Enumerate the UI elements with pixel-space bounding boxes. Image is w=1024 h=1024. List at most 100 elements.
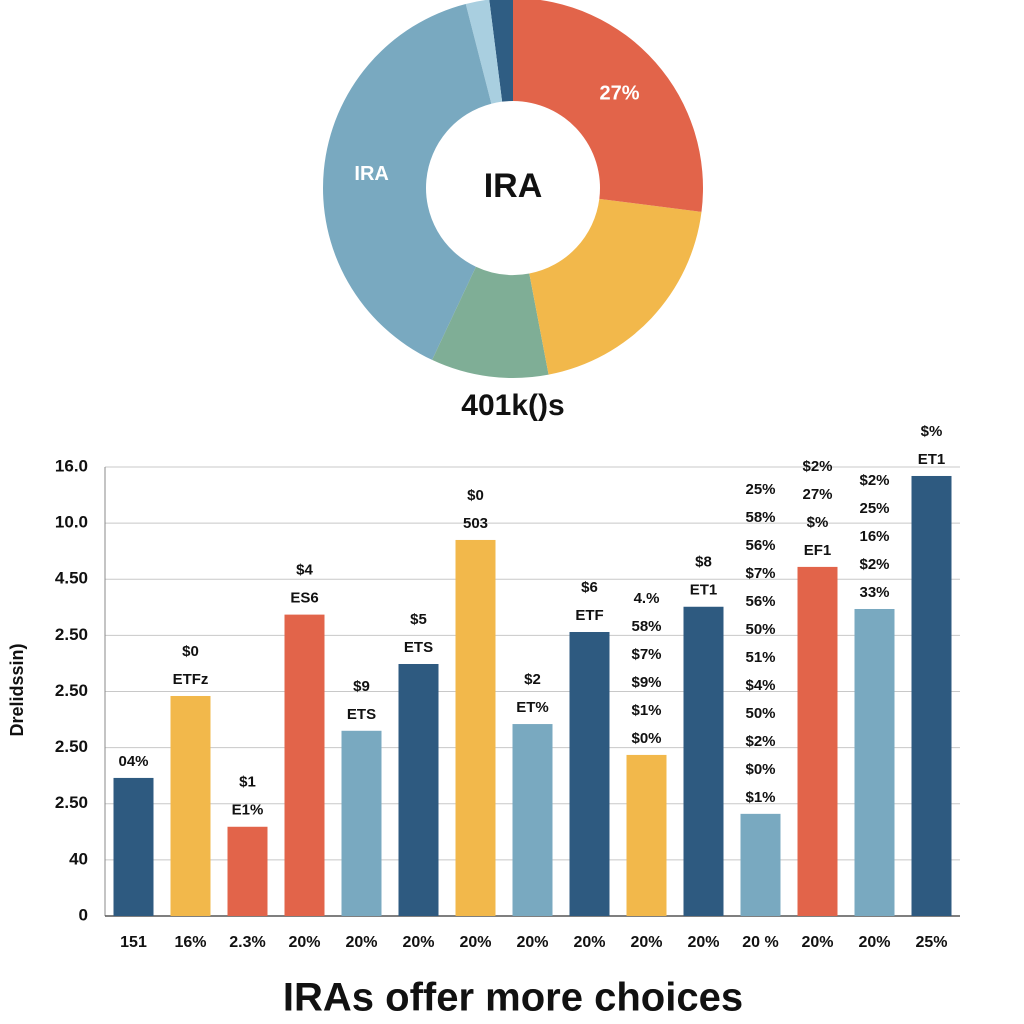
y-tick-label: 10.0 bbox=[55, 513, 88, 532]
bar-annotation: $2% bbox=[859, 556, 889, 573]
bar bbox=[740, 813, 781, 916]
bar-annotation: EF1 bbox=[804, 542, 832, 559]
bar-annotation: $7% bbox=[631, 646, 661, 663]
x-tick-label: 20% bbox=[687, 934, 719, 951]
bar-annotation: 51% bbox=[745, 649, 775, 666]
bar bbox=[911, 475, 952, 916]
bar-annotation: $2% bbox=[745, 733, 775, 750]
bar-annotation: 58% bbox=[745, 509, 775, 526]
bar-annotation: 50% bbox=[745, 621, 775, 638]
x-tick-label: 20 % bbox=[742, 934, 778, 951]
x-tick-label: 16% bbox=[174, 934, 206, 951]
bar-annotation: ETS bbox=[404, 639, 433, 656]
y-tick-label: 2.50 bbox=[55, 793, 88, 812]
x-tick-label: 2.3% bbox=[229, 934, 265, 951]
x-tick-label: 20% bbox=[402, 934, 434, 951]
y-tick-label: 0 bbox=[79, 905, 88, 924]
bar bbox=[455, 539, 496, 916]
donut-caption: 401k()s bbox=[461, 389, 564, 422]
x-tick-label: 151 bbox=[120, 934, 147, 951]
x-tick-label: 20% bbox=[630, 934, 662, 951]
bar-annotation: 33% bbox=[859, 584, 889, 601]
bar bbox=[113, 777, 154, 916]
bar bbox=[797, 566, 838, 916]
bar bbox=[569, 632, 610, 916]
bar-annotation: ETFz bbox=[173, 671, 209, 688]
bar-annotation: $% bbox=[807, 514, 829, 531]
donut-center-label: IRA bbox=[484, 167, 543, 205]
bar-annotation: 16% bbox=[859, 528, 889, 545]
x-tick-label: 20% bbox=[858, 934, 890, 951]
bar-annotation: $1% bbox=[631, 702, 661, 719]
y-tick-label: 2.50 bbox=[55, 737, 88, 756]
donut-slice bbox=[465, 0, 503, 104]
x-tick-label: 20% bbox=[801, 934, 833, 951]
bar bbox=[683, 606, 724, 916]
x-tick-label: 20% bbox=[459, 934, 491, 951]
bar-annotation: ET1 bbox=[690, 582, 718, 599]
bar-annotation: $2% bbox=[859, 472, 889, 489]
bar-annotation: $9% bbox=[631, 674, 661, 691]
bar-annotation: $9 bbox=[353, 678, 370, 695]
x-tick-label: 25% bbox=[915, 934, 947, 951]
bar-annotation: $1% bbox=[745, 789, 775, 806]
y-tick-label: 2.50 bbox=[55, 625, 88, 644]
bar bbox=[854, 608, 895, 916]
bar-annotation: 4.% bbox=[634, 590, 660, 607]
y-tick-label: 40 bbox=[69, 849, 88, 868]
bar-annotation: 27% bbox=[802, 486, 832, 503]
bar-annotation: $8 bbox=[695, 554, 712, 571]
bar bbox=[398, 663, 439, 916]
bar-annotation: 58% bbox=[631, 618, 661, 635]
bar-annotation: ETS bbox=[347, 706, 376, 723]
x-tick-label: 20% bbox=[573, 934, 605, 951]
bar-annotation: $4% bbox=[745, 677, 775, 694]
bar-annotation: 50% bbox=[745, 705, 775, 722]
bar-annotation: 503 bbox=[463, 515, 488, 532]
slice-label: 27% bbox=[600, 82, 640, 104]
bar-annotation: $2 bbox=[524, 671, 541, 688]
donut-slice bbox=[322, 3, 492, 360]
donut-slice bbox=[529, 198, 702, 375]
bar-annotation: E1% bbox=[232, 802, 264, 819]
bar-annotation: 56% bbox=[745, 537, 775, 554]
bar-annotation: $1 bbox=[239, 774, 256, 791]
bar-annotation: $0 bbox=[182, 643, 199, 660]
donut-slice bbox=[513, 0, 703, 212]
bar-annotation: $2% bbox=[802, 458, 832, 475]
bar-annotation: ES6 bbox=[290, 590, 318, 607]
x-tick-label: 20% bbox=[345, 934, 377, 951]
bar-annotation: ET1 bbox=[918, 451, 946, 468]
bar-annotation: $6 bbox=[581, 579, 598, 596]
bar-annotation: 04% bbox=[118, 753, 148, 770]
donut-slice bbox=[489, 0, 513, 102]
bar-annotation: 25% bbox=[859, 500, 889, 517]
bar bbox=[284, 614, 325, 916]
bar bbox=[341, 730, 382, 916]
bar-annotation: 56% bbox=[745, 593, 775, 610]
chart-title: IRAs offer more choices bbox=[283, 976, 743, 1020]
slice-label: IRA bbox=[354, 163, 388, 185]
bar-annotation: $0% bbox=[745, 761, 775, 778]
bar bbox=[626, 754, 667, 916]
bar-annotation: $0 bbox=[467, 487, 484, 504]
x-tick-label: 20% bbox=[516, 934, 548, 951]
bar-annotation: $4 bbox=[296, 562, 313, 579]
bar-annotation: ETF bbox=[575, 607, 603, 624]
y-tick-label: 16.0 bbox=[55, 456, 88, 475]
bar-annotation: $0% bbox=[631, 730, 661, 747]
x-tick-label: 20% bbox=[288, 934, 320, 951]
donut-slice bbox=[432, 266, 549, 379]
y-axis-title: Drelidssin) bbox=[7, 643, 27, 736]
bar bbox=[227, 826, 268, 916]
y-tick-label: 2.50 bbox=[55, 681, 88, 700]
bar-annotation: 25% bbox=[745, 481, 775, 498]
bar-annotation: $7% bbox=[745, 565, 775, 582]
bar-annotation: $% bbox=[921, 423, 943, 440]
bar bbox=[170, 695, 211, 916]
bar-annotation: ET% bbox=[516, 699, 549, 716]
y-tick-label: 4.50 bbox=[55, 569, 88, 588]
bar-annotation: $5 bbox=[410, 611, 427, 628]
bar bbox=[512, 724, 553, 916]
